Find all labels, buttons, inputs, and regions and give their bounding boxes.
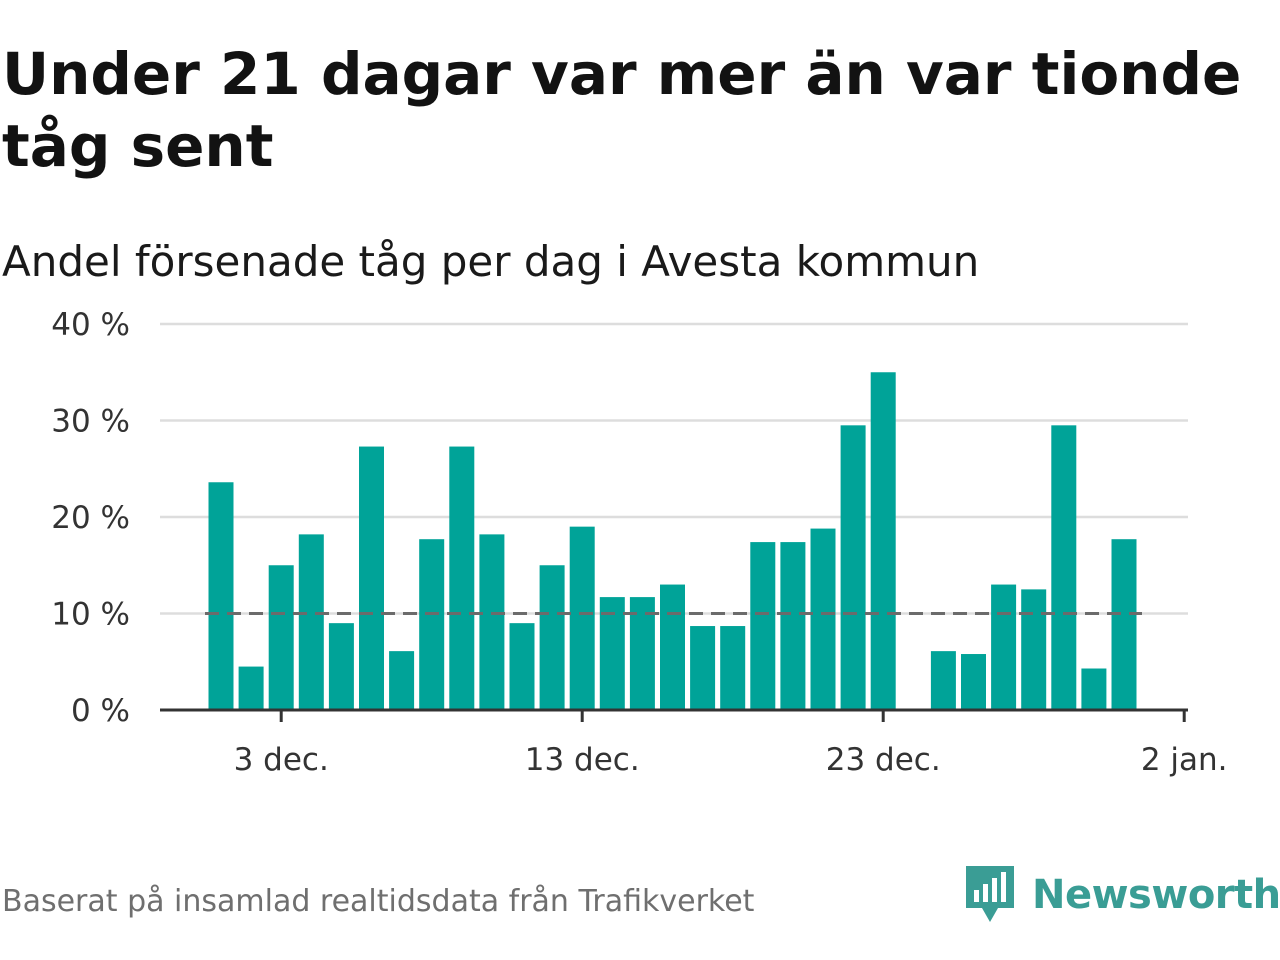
bar [569,526,595,710]
newsworthy-icon [966,866,1014,922]
y-tick-label: 30 % [51,404,130,440]
x-tick-label: 3 dec. [234,742,329,778]
bar-chart: 0 % 10 % 20 % 30 % 40 % 3 dec. 13 dec. 23 dec. 2… [51,307,1227,778]
bar [298,534,324,710]
axes [160,708,1188,722]
bar [720,626,746,710]
bar [359,446,384,710]
bars [208,372,1137,710]
bar [660,584,685,710]
newsworthy-logo: Newsworthy [964,864,1280,926]
bar [208,482,234,710]
bar [419,539,445,710]
bar [539,565,565,710]
bar [690,626,716,710]
y-tick-label: 40 % [51,307,130,343]
x-tick-label: 2 jan. [1141,742,1228,778]
bar [930,651,956,710]
chart-subtitle: Andel försenade tåg per dag i Avesta kom… [2,237,980,286]
bar [238,666,264,710]
bar [780,542,806,710]
y-tick-label: 10 % [51,597,130,633]
y-tick-label: 0 % [71,693,130,729]
x-tick-label: 13 dec. [525,742,640,778]
bar [840,425,866,710]
bar [1021,589,1047,710]
bar [389,651,415,710]
x-tick-label: 23 dec. [826,742,941,778]
source-note: Baserat på insamlad realtidsdata från Tr… [2,884,755,919]
bar [750,542,776,710]
bar [328,623,354,710]
y-tick-label: 20 % [51,500,130,536]
bar [1111,539,1137,710]
bar [268,565,294,710]
chart-title: Under 21 dagar var mer än var tionde tåg… [2,40,1242,180]
bar [961,654,986,710]
bar [509,623,535,710]
bar [599,597,625,710]
bar [991,584,1017,710]
bar [479,534,505,710]
bar [1081,668,1107,710]
tick-labels: 0 % 10 % 20 % 30 % 40 % 3 dec. 13 dec. 23 dec. 2… [51,307,1227,778]
bar [629,597,655,710]
bar [870,372,896,710]
bar [449,446,475,710]
bar [1051,425,1077,710]
brand-name: Newsworthy [1032,872,1280,918]
bar [810,528,836,710]
